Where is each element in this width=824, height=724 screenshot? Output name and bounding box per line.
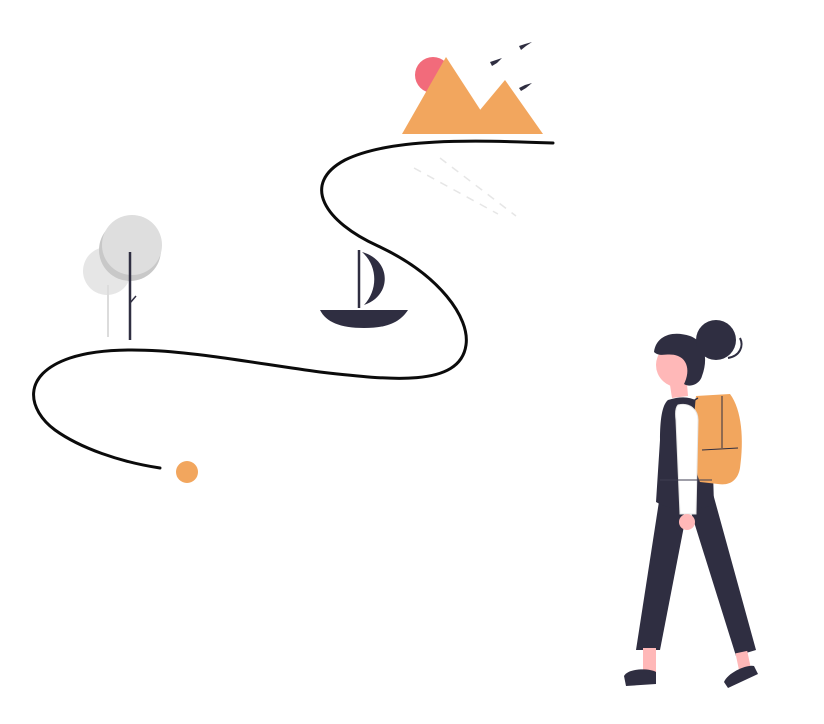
start-dot bbox=[176, 461, 198, 483]
hiker-ankle-back bbox=[735, 650, 751, 672]
hiker-woman bbox=[624, 320, 758, 688]
tree-front-canopy bbox=[102, 215, 162, 275]
mountains bbox=[402, 57, 543, 134]
hiker-hair-bun bbox=[696, 320, 736, 360]
sailboat-hull bbox=[320, 310, 408, 328]
birds bbox=[490, 42, 532, 91]
sailboat bbox=[320, 250, 408, 328]
trees bbox=[83, 215, 162, 340]
hiker-shoe-front bbox=[624, 669, 656, 686]
hiker-hand bbox=[679, 514, 695, 530]
trail-path bbox=[32, 139, 555, 470]
mountain-left bbox=[402, 57, 496, 134]
bird-icon bbox=[519, 42, 532, 50]
mountain-shadow-lines bbox=[413, 157, 517, 217]
sailboat-sail bbox=[362, 252, 385, 305]
tree-branch bbox=[129, 295, 137, 304]
hiker-shoe-back bbox=[724, 665, 758, 688]
hiker-hair bbox=[654, 333, 706, 386]
mountain-right bbox=[460, 80, 543, 134]
hiker-arm bbox=[675, 403, 699, 515]
backpack bbox=[693, 394, 742, 485]
bird-icon bbox=[519, 83, 532, 91]
bird-icon bbox=[490, 58, 502, 66]
hiker-ankle-front bbox=[643, 648, 656, 674]
hiker-front-leg bbox=[636, 495, 690, 650]
hiker-hair-strand bbox=[727, 337, 743, 359]
backpack-seam bbox=[701, 447, 739, 451]
hiker-back-leg bbox=[684, 490, 756, 656]
